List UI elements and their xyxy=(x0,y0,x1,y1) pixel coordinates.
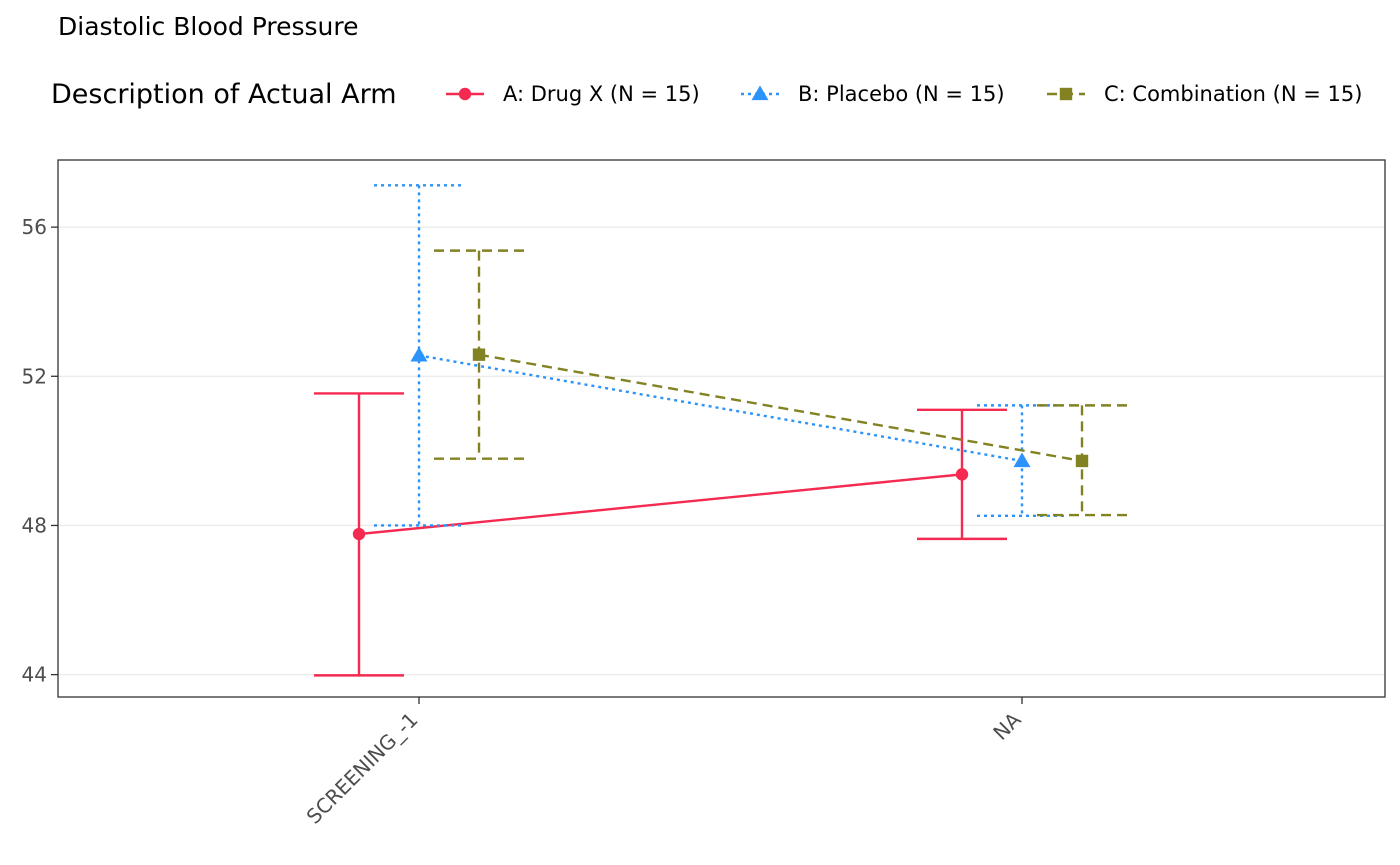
legend-title: Description of Actual Arm xyxy=(51,79,397,110)
legend-marker-3 xyxy=(1059,87,1073,101)
legend-label-2: B: Placebo (N = 15) xyxy=(798,82,1005,106)
data-point-2-1 xyxy=(410,346,428,362)
series-line-1 xyxy=(358,473,963,536)
data-point-2-2 xyxy=(1013,452,1031,468)
y-tick-label-52: 52 xyxy=(22,364,47,388)
legend-item-1: A: Drug X (N = 15) xyxy=(446,82,700,106)
data-point-3-1 xyxy=(472,348,486,361)
series-line-2 xyxy=(418,354,1023,463)
y-tick-label-48: 48 xyxy=(22,513,47,537)
legend-item-2: B: Placebo (N = 15) xyxy=(741,82,1005,106)
series-1 xyxy=(314,392,1007,677)
legend-label-1: A: Drug X (N = 15) xyxy=(503,82,700,106)
legend: A: Drug X (N = 15) B: Placebo (N = 15) C: … xyxy=(446,82,1362,106)
legend-label-3: C: Combination (N = 15) xyxy=(1104,82,1362,106)
series-2 xyxy=(374,184,1067,527)
x-tick-label-2: NA xyxy=(988,707,1025,744)
legend-marker-1 xyxy=(458,87,472,101)
axes: 44 48 52 56 SCREENING_-1 NA xyxy=(22,215,1026,828)
data-point-1-1 xyxy=(352,527,366,541)
y-tick-label-44: 44 xyxy=(22,663,47,687)
legend-item-3: C: Combination (N = 15) xyxy=(1047,82,1362,106)
data-point-1-2 xyxy=(955,468,969,481)
x-tick-label-1: SCREENING_-1 xyxy=(302,708,423,829)
series-line-3 xyxy=(478,353,1083,463)
gridlines xyxy=(58,226,1385,676)
panel-border xyxy=(57,159,1386,698)
data-point-3-2 xyxy=(1075,454,1089,468)
legend-marker-2 xyxy=(751,85,769,101)
y-tick-label-56: 56 xyxy=(22,215,47,239)
plot-area xyxy=(314,184,1127,677)
chart-title: Diastolic Blood Pressure xyxy=(58,12,358,41)
series-3 xyxy=(434,249,1127,517)
